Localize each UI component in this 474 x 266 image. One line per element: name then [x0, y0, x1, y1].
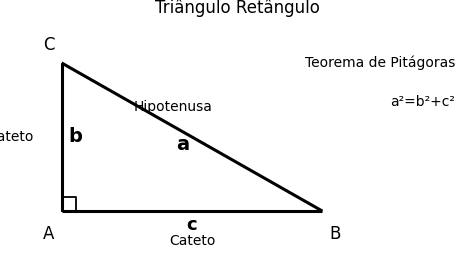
Text: Teorema de Pitágoras: Teorema de Pitágoras — [305, 56, 455, 70]
Text: a²=b²+c²: a²=b²+c² — [390, 95, 455, 109]
Text: Triângulo Retângulo: Triângulo Retângulo — [155, 0, 319, 17]
Text: Hipotenusa: Hipotenusa — [134, 100, 212, 114]
Text: B: B — [329, 225, 341, 243]
Text: b: b — [69, 127, 82, 147]
Text: c: c — [187, 216, 197, 234]
Text: Cateto: Cateto — [169, 234, 215, 248]
Text: A: A — [43, 225, 55, 243]
Text: a: a — [176, 135, 189, 154]
Text: Cateto: Cateto — [0, 130, 33, 144]
Text: C: C — [43, 36, 55, 54]
